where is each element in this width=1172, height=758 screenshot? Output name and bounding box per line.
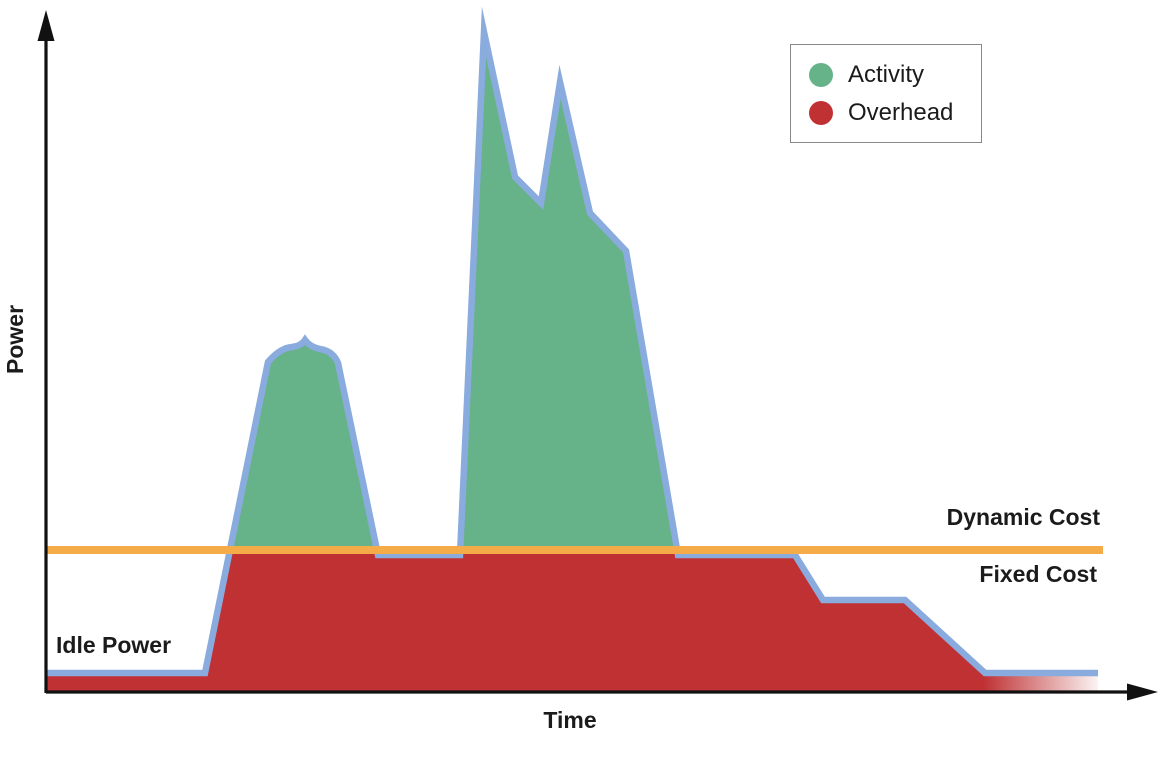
fixed-cost-label: Fixed Cost — [979, 561, 1097, 587]
legend-item-overhead: Overhead — [808, 99, 981, 127]
legend-label-activity: Activity — [848, 60, 925, 88]
legend-box: Activity Overhead — [790, 44, 982, 143]
dynamic-cost-label: Dynamic Cost — [946, 504, 1100, 530]
legend-label-overhead: Overhead — [848, 98, 954, 126]
x-axis-label: Time — [543, 707, 597, 733]
y-axis-arrow-icon — [37, 10, 55, 41]
legend-item-activity: Activity — [808, 61, 981, 89]
activity-dot-icon — [809, 62, 833, 87]
y-axis-label: Power — [2, 304, 28, 374]
x-axis-arrow-icon — [1127, 683, 1158, 701]
idle-power-label: Idle Power — [56, 632, 172, 658]
overhead-dot-icon — [809, 100, 833, 125]
power-curve-line — [46, 6, 1098, 677]
